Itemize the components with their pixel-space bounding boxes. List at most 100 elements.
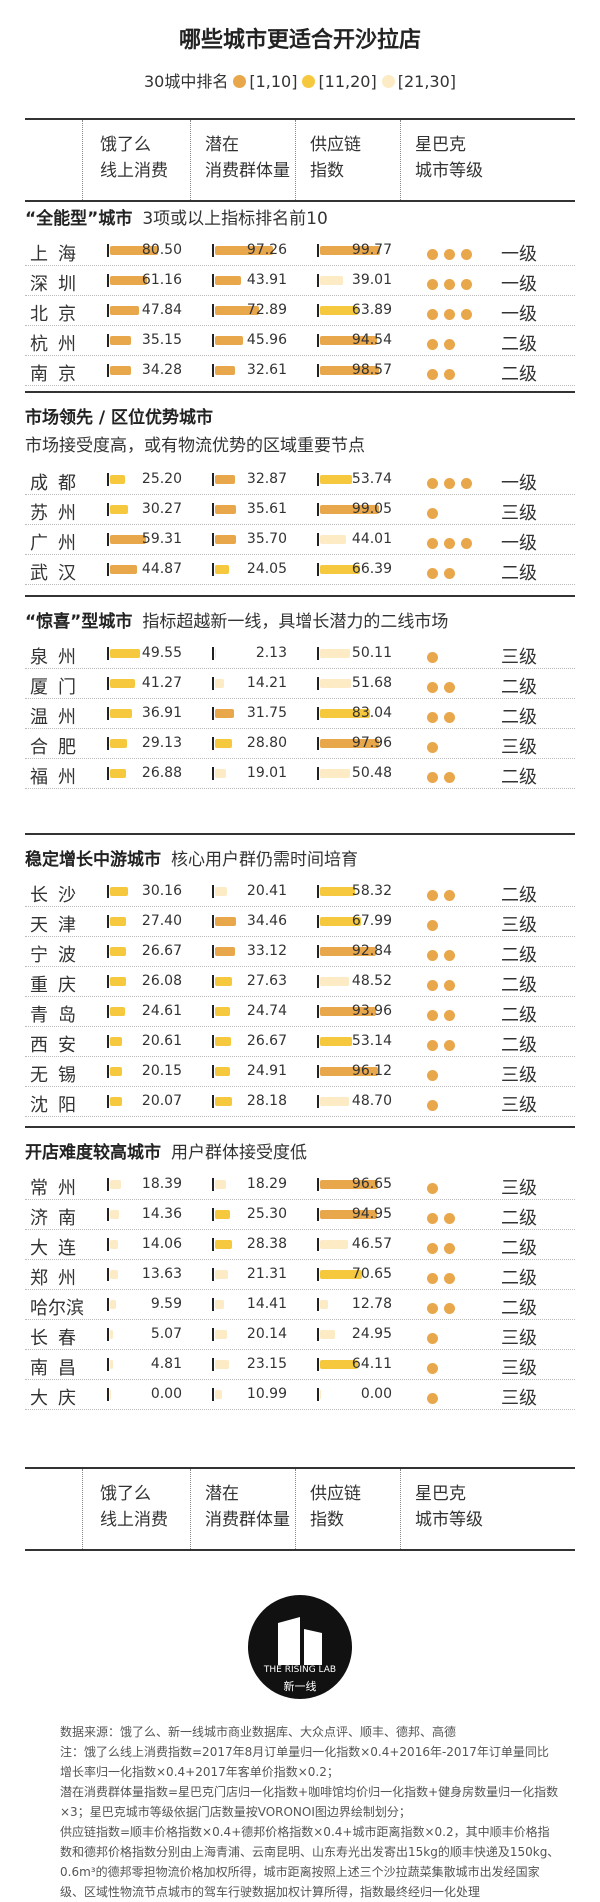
city-name: 宁波 [30, 945, 86, 966]
metric-value: 34.46 [246, 913, 287, 929]
bar-tick [212, 975, 214, 988]
metric-value: 23.15 [246, 1356, 287, 1372]
metric-value: 92.84 [351, 943, 392, 959]
table-row: 上海 80.50 97.26 99.77 一级 [25, 236, 575, 266]
bar-tick [212, 364, 214, 377]
metric-value: 14.36 [141, 1206, 182, 1222]
section-subtitle: 核心用户群仍需时间培育 [171, 850, 358, 870]
footnotes: 数据来源：饿了么、新一线城市商业数据库、大众点评、顺丰、德邦、高德 注：饿了么线… [60, 1722, 560, 1902]
metric-value: 98.57 [351, 362, 392, 378]
starbucks-level: 二级 [501, 975, 537, 996]
level-dot [427, 950, 438, 961]
bar-tick [212, 503, 214, 516]
level-dot [427, 1213, 438, 1224]
metric-value: 99.77 [351, 242, 392, 258]
level-dot [427, 712, 438, 723]
bar-tick [107, 1298, 109, 1311]
starbucks-dots [427, 1329, 444, 1348]
starbucks-dots [427, 708, 461, 727]
metric-bar [215, 739, 233, 748]
metric-value: 30.16 [141, 883, 182, 899]
level-dot [427, 538, 438, 549]
level-dot [444, 279, 455, 290]
metric-value: 0.00 [360, 1386, 392, 1402]
metric-value: 20.61 [141, 1033, 182, 1049]
table-row: 北京 47.84 72.89 63.89 一级 [25, 296, 575, 326]
bar-tick [317, 707, 319, 720]
level-dot [427, 249, 438, 260]
table-row: 青岛 24.61 24.74 93.96 二级 [25, 997, 575, 1027]
bar-tick [107, 1208, 109, 1221]
metric-value: 26.67 [141, 943, 182, 959]
level-dot [427, 1303, 438, 1314]
metric-value: 66.39 [351, 561, 392, 577]
col-header-eleme: 饿了么 线上消费 [100, 135, 168, 181]
metric-value: 24.74 [246, 1003, 287, 1019]
starbucks-level: 三级 [501, 915, 537, 936]
level-dot [427, 309, 438, 320]
table-row: 南昌 4.81 23.15 64.11 三级 [25, 1350, 575, 1380]
bar-tick [212, 1268, 214, 1281]
level-dot [427, 920, 438, 931]
metric-bar [320, 917, 361, 926]
bar-tick [317, 945, 319, 958]
starbucks-level: 三级 [501, 1328, 537, 1349]
metric-value: 26.08 [141, 973, 182, 989]
metric-bar [215, 679, 224, 688]
starbucks-dots [427, 1389, 444, 1408]
starbucks-dots [427, 365, 461, 384]
starbucks-dots [427, 564, 461, 583]
table-row: 重庆 26.08 27.63 48.52 二级 [25, 967, 575, 997]
metric-value: 99.05 [351, 501, 392, 517]
metric-bar [110, 1300, 116, 1309]
metric-value: 63.89 [351, 302, 392, 318]
level-dot [444, 309, 455, 320]
table-row: 西安 20.61 26.67 53.14 二级 [25, 1027, 575, 1057]
metric-bar [320, 306, 359, 315]
metric-value: 10.99 [246, 1386, 287, 1402]
col-header-supply: 供应链 指数 [310, 135, 361, 181]
bar-tick [317, 1005, 319, 1018]
metric-value: 93.96 [351, 1003, 392, 1019]
section-title: “全能型”城市 3项或以上指标排名前10 [25, 204, 328, 229]
starbucks-dots [427, 1096, 444, 1115]
bar-tick [317, 1328, 319, 1341]
city-name: 温州 [30, 707, 86, 728]
metric-value: 48.70 [351, 1093, 392, 1109]
level-dot [444, 712, 455, 723]
starbucks-level: 一级 [501, 274, 537, 295]
bar-tick [212, 677, 214, 690]
col-footer-supply: 供应链 指数 [310, 1484, 361, 1530]
starbucks-level: 三级 [501, 1065, 537, 1086]
starbucks-level: 三级 [501, 1358, 537, 1379]
starbucks-dots [427, 1036, 461, 1055]
metric-bar [215, 1037, 231, 1046]
metric-bar [320, 276, 344, 285]
metric-bar [320, 739, 379, 748]
city-name: 西安 [30, 1035, 86, 1056]
metric-value: 27.63 [246, 973, 287, 989]
city-name: 泉州 [30, 647, 86, 668]
starbucks-level: 二级 [501, 707, 537, 728]
bar-tick [107, 563, 109, 576]
table-row: 常州 18.39 18.29 96.65 三级 [25, 1170, 575, 1200]
table-row: 杭州 35.15 45.96 94.54 二级 [25, 326, 575, 356]
city-name: 长春 [30, 1328, 86, 1349]
table-row: 成都 25.20 32.87 53.74 一级 [25, 465, 575, 495]
starbucks-level: 三级 [501, 1095, 537, 1116]
metric-bar [110, 306, 139, 315]
city-name: 广州 [30, 533, 86, 554]
page-title: 哪些城市更适合开沙拉店 [178, 28, 421, 53]
section-heading: 市场领先 / 区位优势城市 [25, 408, 214, 428]
bar-tick [317, 737, 319, 750]
metric-bar [215, 769, 227, 778]
metric-bar [320, 1330, 335, 1339]
bar-tick [317, 1208, 319, 1221]
starbucks-level: 一级 [501, 473, 537, 494]
metric-value: 2.13 [255, 645, 287, 661]
legend-prefix: 30城中排名 [143, 72, 229, 91]
metric-bar [320, 1097, 350, 1106]
metric-bar [215, 1240, 233, 1249]
starbucks-dots [427, 245, 478, 264]
col-header-potential: 潜在 消费群体量 [205, 135, 290, 181]
